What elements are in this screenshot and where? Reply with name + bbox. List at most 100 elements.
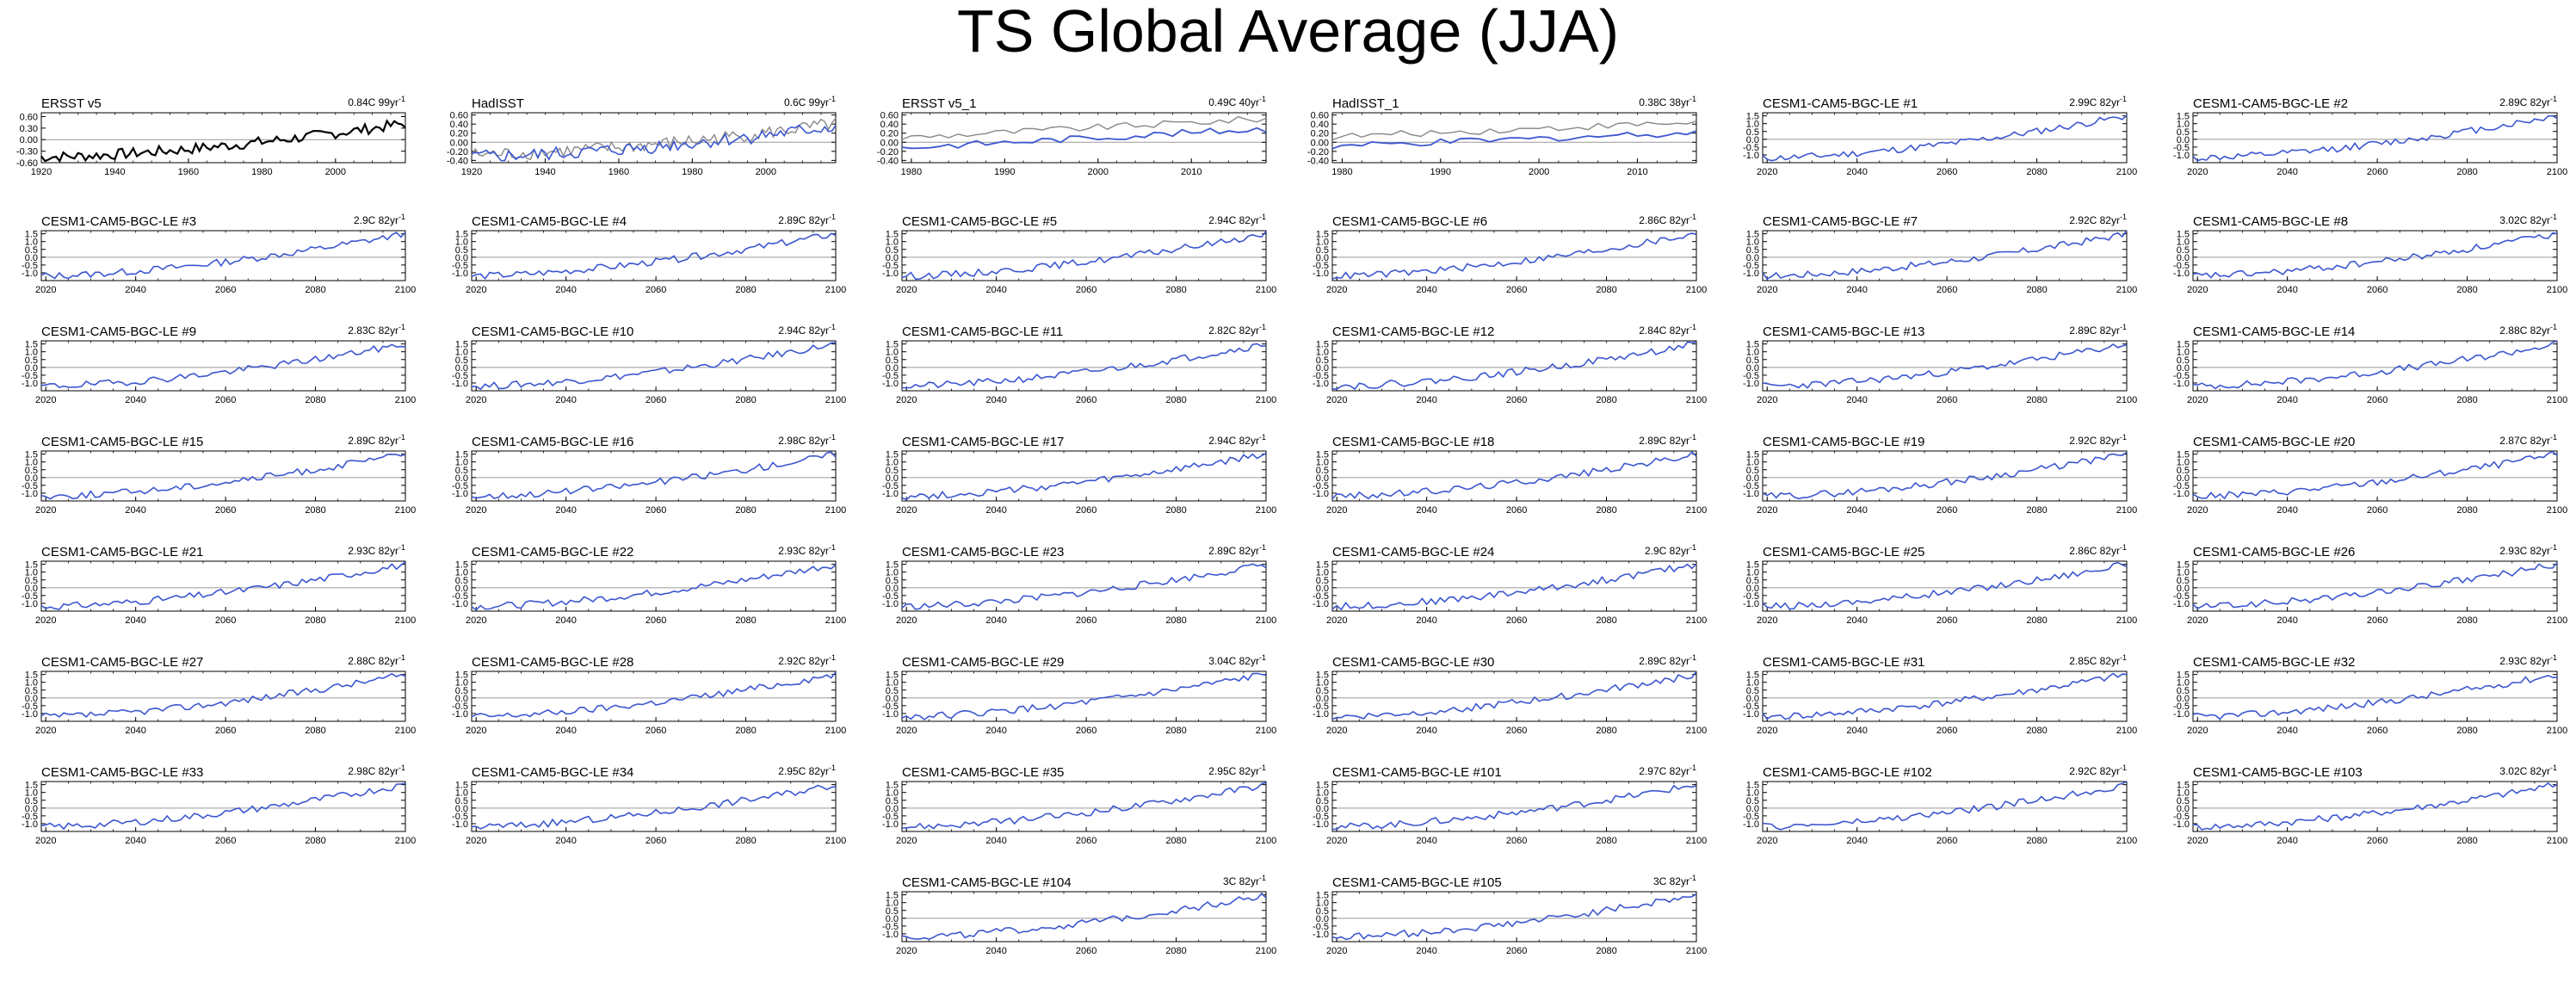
- x-tick-label: 2040: [1416, 395, 1436, 405]
- y-tick-label: -1.0: [1313, 819, 1329, 830]
- y-tick-label: 0.5: [2177, 355, 2190, 366]
- panel-41: CESM1-CAM5-BGC-LE #102 2.92C 82yr-1 2020 20…: [1743, 763, 2137, 846]
- panel-trend-stat: 3C 82yr-1: [1223, 874, 1266, 887]
- model-series-line: [2192, 562, 2558, 610]
- panel-trend-stat: 3.02C 82yr-1: [2499, 763, 2557, 777]
- x-tick-label: 2010: [1181, 167, 1202, 177]
- panel-12: CESM1-CAM5-BGC-LE #8 3.02C 82yr-1 2020 2040…: [2173, 213, 2567, 295]
- panel-30: CESM1-CAM5-BGC-LE #26 2.93C 82yr-1 2020 204…: [2173, 543, 2567, 626]
- y-tick-label: -1.0: [882, 709, 899, 720]
- panel-frame: [2192, 781, 2558, 832]
- x-tick-label: 2020: [1757, 285, 1777, 295]
- model-series-line: [2192, 340, 2558, 390]
- y-tick-label: 0.20: [880, 129, 899, 139]
- y-tick-label: 1.5: [1316, 340, 1329, 350]
- y-tick-label: 1.5: [1746, 671, 1759, 681]
- model-series-line: [1331, 341, 1697, 391]
- y-tick-label: 1.5: [1316, 781, 1329, 791]
- y-tick-label: 1.0: [1746, 120, 1759, 130]
- y-tick-label: -1.0: [2173, 269, 2190, 279]
- x-tick-label: 2020: [1757, 836, 1777, 846]
- y-tick-label: -1.0: [22, 599, 38, 609]
- panel-23: CESM1-CAM5-BGC-LE #19 2.92C 82yr-1 2020 204…: [1743, 433, 2137, 516]
- panel-trend-stat: 2.88C 82yr-1: [348, 653, 405, 667]
- y-tick-label: 1.0: [25, 788, 38, 799]
- x-tick-label: 2080: [1596, 726, 1616, 736]
- panel-trend-stat: 2.89C 82yr-1: [778, 213, 836, 226]
- panel-frame: [40, 112, 406, 164]
- y-tick-label: 1.0: [1316, 899, 1329, 909]
- panel-trend-stat: 2.93C 82yr-1: [348, 543, 405, 557]
- y-tick-label: 0.5: [1746, 127, 1759, 138]
- x-tick-label: 2000: [756, 167, 776, 177]
- panel-title: CESM1-CAM5-BGC-LE #13: [1763, 324, 1924, 339]
- y-tick-label: 1.0: [886, 238, 899, 248]
- x-tick-label: 2020: [896, 946, 917, 956]
- panel-frame: [1762, 112, 2128, 164]
- page-title: TS Global Average (JJA): [956, 0, 1620, 65]
- y-tick-label: -1.0: [2173, 819, 2190, 830]
- y-tick-label: -1.0: [882, 489, 899, 499]
- y-tick-label: 1.0: [2177, 458, 2190, 468]
- panel-frame: [1331, 671, 1697, 722]
- x-tick-label: 2040: [2276, 285, 2297, 295]
- y-tick-label: -0.5: [882, 371, 899, 381]
- y-tick-label: 1.5: [2177, 112, 2190, 122]
- panel-frame: [1762, 450, 2128, 502]
- y-tick-label: 0.5: [455, 245, 468, 256]
- panel-frame: [471, 671, 837, 722]
- panel-trend-stat: 2.92C 82yr-1: [778, 653, 836, 667]
- x-tick-label: 2040: [985, 615, 1006, 626]
- x-tick-label: 2040: [1846, 505, 1867, 516]
- y-tick-label: 0.5: [455, 355, 468, 366]
- panel-frame: [1331, 230, 1697, 281]
- x-tick-label: 2060: [1937, 505, 1957, 516]
- panel-25: CESM1-CAM5-BGC-LE #21 2.93C 82yr-1 2020 204…: [22, 543, 416, 626]
- model-series-line: [2192, 450, 2558, 500]
- x-tick-label: 2060: [2367, 167, 2388, 177]
- x-tick-label: 2080: [2026, 836, 2047, 846]
- panel-title: CESM1-CAM5-BGC-LE #26: [2193, 545, 2355, 559]
- x-tick-label: 2040: [1416, 615, 1436, 626]
- panel-14: CESM1-CAM5-BGC-LE #10 2.94C 82yr-1 2020 204…: [452, 323, 846, 405]
- x-tick-label: 2080: [1165, 615, 1186, 626]
- x-tick-label: 2100: [1686, 615, 1707, 626]
- x-tick-label: 2080: [2026, 726, 2047, 736]
- panel-4: HadISST_1 0.38C 38yr-1 1980 1990 2000 2010 0.6…: [1307, 95, 1697, 177]
- x-tick-label: 2060: [646, 395, 666, 405]
- panel-11: CESM1-CAM5-BGC-LE #7 2.92C 82yr-1 2020 2040…: [1743, 213, 2137, 295]
- model-series-line: [901, 892, 1267, 941]
- x-tick-label: 2010: [1627, 167, 1647, 177]
- y-tick-label: -1.0: [22, 819, 38, 830]
- y-tick-label: -1.0: [452, 599, 468, 609]
- y-tick-label: 0.5: [1746, 245, 1759, 256]
- y-tick-label: 1.0: [455, 238, 468, 248]
- y-tick-label: -0.5: [1743, 261, 1759, 271]
- panel-1: ERSST v5 0.84C 99yr-1 1920 1940 1960 1980 2000…: [16, 95, 406, 177]
- y-tick-label: 0.5: [25, 466, 38, 476]
- x-tick-label: 2080: [2026, 395, 2047, 405]
- y-tick-label: 0.20: [450, 129, 468, 139]
- y-tick-label: 0.0: [1316, 804, 1329, 814]
- panel-title: CESM1-CAM5-BGC-LE #22: [472, 545, 633, 559]
- panel-title: CESM1-CAM5-BGC-LE #4: [472, 214, 627, 229]
- y-tick-label: 0.5: [25, 245, 38, 256]
- y-tick-label: 1.0: [1746, 458, 1759, 468]
- panel-trend-stat: 2.94C 82yr-1: [1208, 213, 1266, 226]
- model-series-line: [1331, 130, 1697, 150]
- y-tick-label: -0.5: [22, 261, 38, 271]
- x-tick-label: 2080: [305, 505, 325, 516]
- x-tick-label: 2100: [1686, 395, 1707, 405]
- y-tick-label: 1.0: [25, 348, 38, 358]
- panel-17: CESM1-CAM5-BGC-LE #13 2.89C 82yr-1 2020 204…: [1743, 323, 2137, 405]
- y-tick-label: -0.5: [2173, 481, 2190, 491]
- x-tick-label: 2060: [1076, 726, 1096, 736]
- y-tick-label: 1.5: [25, 450, 38, 460]
- y-tick-label: 0.0: [455, 473, 468, 484]
- panel-title: CESM1-CAM5-BGC-LE #101: [1332, 765, 1502, 780]
- y-tick-label: 0.0: [2177, 473, 2190, 484]
- panel-frame: [1762, 671, 2128, 722]
- panel-title: ERSST v5: [41, 96, 102, 111]
- observed-series-line: [1331, 121, 1697, 141]
- y-tick-label: -0.5: [2173, 371, 2190, 381]
